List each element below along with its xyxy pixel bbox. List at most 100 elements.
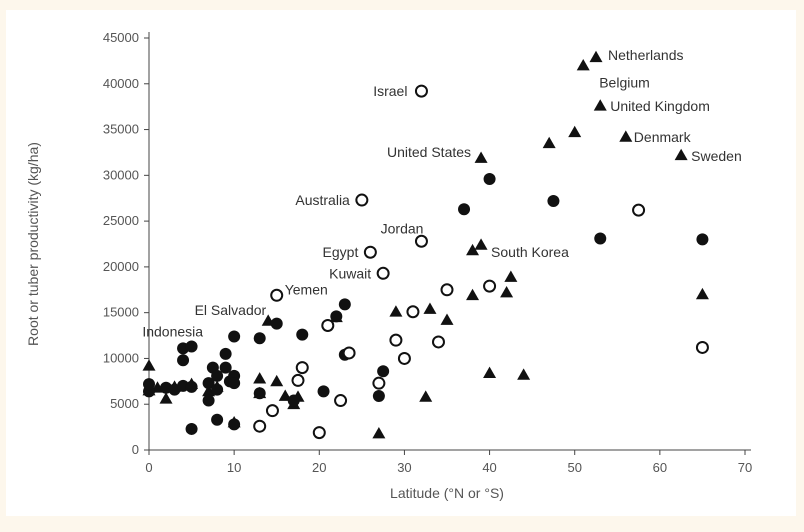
filled-circle-point xyxy=(177,354,190,367)
open-circle-point xyxy=(312,426,326,440)
open-circle-point xyxy=(414,234,428,248)
triangle-point xyxy=(372,427,386,439)
chart-frame: 0 10 20 30 40 50 60 70 0 5000 10000 15000 20000 25000… xyxy=(6,10,796,516)
x-tick-label: 50 xyxy=(567,460,581,475)
country-label: Egypt xyxy=(323,244,359,260)
x-tick-label: 40 xyxy=(482,460,496,475)
open-circle-point xyxy=(440,283,454,297)
filled-circle-point xyxy=(377,365,390,378)
filled-circle-point xyxy=(338,298,351,311)
y-tick-label: 35000 xyxy=(103,122,139,137)
y-tick-label: 25000 xyxy=(103,213,139,228)
country-label: Denmark xyxy=(634,129,692,145)
triangle-point xyxy=(466,243,480,256)
x-tick-label: 20 xyxy=(312,460,326,475)
x-axis-title: Latitude (°N or °S) xyxy=(390,485,504,501)
open-circle-point xyxy=(389,333,403,347)
filled-circle-point xyxy=(253,387,266,400)
filled-circle-point xyxy=(594,232,607,245)
x-tick-label: 0 xyxy=(145,460,152,475)
filled-circle-point xyxy=(219,347,232,360)
triangle-point xyxy=(593,99,607,111)
y-tick-label: 45000 xyxy=(103,30,139,45)
triangle-point xyxy=(389,305,403,317)
y-tick-label: 20000 xyxy=(103,259,139,274)
filled-circle-point xyxy=(483,172,496,185)
triangle-point xyxy=(142,359,156,371)
filled-circle-point xyxy=(547,194,560,207)
filled-circle-point xyxy=(330,310,343,323)
filled-circle-point xyxy=(270,317,283,330)
y-tick-label: 15000 xyxy=(103,305,139,320)
triangle-point xyxy=(483,366,497,378)
open-circle-point xyxy=(372,376,386,390)
triangle-point xyxy=(474,238,488,250)
open-circle-point xyxy=(291,373,305,387)
y-tick-label: 10000 xyxy=(103,350,139,365)
country-label: El Salvador xyxy=(195,302,267,318)
open-circle-point xyxy=(363,245,377,259)
filled-circle-point xyxy=(219,361,232,374)
triangle-point xyxy=(270,374,284,387)
open-circle-point xyxy=(695,340,709,354)
country-label: Jordan xyxy=(381,220,424,236)
country-annotations: Netherlands Belgium United Kingdom Denmark S… xyxy=(142,47,741,339)
x-tick-label: 70 xyxy=(738,460,752,475)
triangle-point xyxy=(419,390,433,402)
triangle-point xyxy=(619,130,633,142)
triangle-point xyxy=(576,58,590,71)
filled-circle-point xyxy=(296,328,309,341)
triangle-point xyxy=(504,270,518,282)
filled-circle-point xyxy=(372,389,385,402)
triangle-point xyxy=(159,392,173,404)
country-label: South Korea xyxy=(491,244,569,260)
triangle-point xyxy=(695,287,709,300)
open-circle-point xyxy=(376,266,390,280)
filled-circle-point xyxy=(228,330,241,343)
open-circle-point xyxy=(253,419,267,433)
y-tick-label: 5000 xyxy=(110,396,139,411)
open-circle-point xyxy=(334,394,348,408)
open-circle-point xyxy=(342,346,356,360)
filled-circle-point xyxy=(202,394,215,407)
triangle-point xyxy=(674,148,688,161)
filled-circle-point xyxy=(458,203,471,216)
filled-circle-point xyxy=(202,377,215,390)
open-circle-point xyxy=(406,305,420,319)
filled-circle-point xyxy=(228,418,241,431)
triangle-point xyxy=(542,136,556,149)
country-label: Sweden xyxy=(691,148,742,164)
open-circle-point xyxy=(414,84,428,98)
open-circle-point xyxy=(265,404,279,418)
country-label: United States xyxy=(387,144,471,160)
open-circle-point xyxy=(295,361,309,375)
filled-circle-point xyxy=(211,383,224,396)
y-axis-title: Root or tuber productivity (kg/ha) xyxy=(25,142,41,346)
triangle-point xyxy=(474,151,488,163)
y-tick-label: 0 xyxy=(132,442,139,457)
triangle-point xyxy=(440,313,454,325)
filled-circle-point xyxy=(185,422,198,435)
country-label: United Kingdom xyxy=(610,98,710,114)
filled-circle-point xyxy=(253,332,266,345)
filled-circle-point xyxy=(143,378,155,391)
y-tick-label: 40000 xyxy=(103,76,139,91)
country-label: Yemen xyxy=(285,281,328,297)
country-label: Belgium xyxy=(599,74,650,90)
filled-circle-point xyxy=(696,233,709,246)
open-circle-point xyxy=(483,279,497,293)
x-tick-label: 30 xyxy=(397,460,411,475)
filled-circle-point xyxy=(211,369,224,382)
triangle-point xyxy=(589,50,603,63)
country-label: Israel xyxy=(373,83,407,99)
open-circle-point xyxy=(397,351,411,365)
triangle-point xyxy=(517,368,531,380)
triangle-point xyxy=(568,125,582,138)
country-label: Australia xyxy=(295,192,350,208)
triangle-point xyxy=(500,286,514,298)
open-circle-point xyxy=(321,318,335,332)
axes xyxy=(144,32,751,455)
filled-circle-point xyxy=(185,380,198,393)
filled-circle-point xyxy=(211,413,224,426)
open-circle-point xyxy=(270,288,284,302)
